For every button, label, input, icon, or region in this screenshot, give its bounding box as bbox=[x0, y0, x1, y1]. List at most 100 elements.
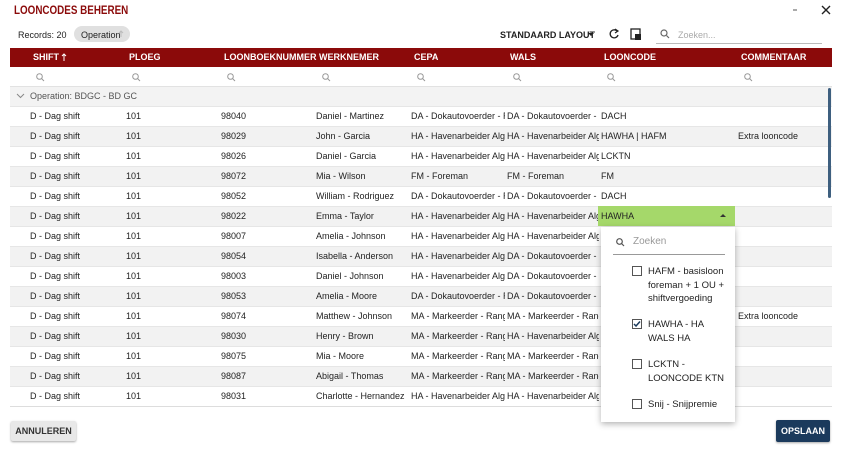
table-cell: MA - Markeerder - Rang A bbox=[507, 351, 599, 361]
table-cell: DA - Dokautovoerder - Ra... bbox=[507, 271, 599, 281]
option-checkbox[interactable] bbox=[632, 399, 642, 409]
group-chip[interactable] bbox=[74, 26, 130, 42]
group-label: Operation: BDGC - BD GC bbox=[30, 91, 138, 101]
table-cell: Emma - Taylor bbox=[316, 211, 374, 221]
table-cell: Charlotte - Hernandez bbox=[316, 391, 405, 401]
column-header[interactable]: PLOEG bbox=[129, 52, 161, 62]
table-row[interactable] bbox=[10, 146, 832, 166]
table-cell: 98007 bbox=[221, 231, 247, 241]
table-cell: HA - Havenarbeider Alge... bbox=[411, 131, 505, 141]
table-row[interactable] bbox=[10, 106, 832, 126]
close-icon[interactable] bbox=[821, 5, 831, 15]
table-cell: 98072 bbox=[221, 171, 247, 181]
dropdown-search[interactable]: Zoeken bbox=[633, 236, 667, 247]
dropdown-option[interactable]: HAWHA - HA WALS HA bbox=[648, 319, 704, 344]
save-button[interactable]: OPSLAAN bbox=[776, 420, 830, 442]
dropdown-option[interactable]: LCKTN - LOONCODE KTN bbox=[648, 359, 725, 384]
filter-icon bbox=[744, 73, 753, 82]
table-cell: 98087 bbox=[221, 371, 247, 381]
editing-cell[interactable] bbox=[598, 206, 735, 226]
column-header[interactable]: COMMENTAAR bbox=[741, 52, 807, 62]
minimize-icon[interactable] bbox=[790, 9, 800, 13]
dropdown-search-underline bbox=[613, 254, 725, 255]
table-cell: Henry - Brown bbox=[316, 331, 374, 341]
table-cell: Extra looncode bbox=[738, 311, 799, 321]
table-cell: HA - Havenarbeider Alge... bbox=[411, 271, 505, 281]
filter-icon bbox=[132, 73, 141, 82]
table-cell: HA - Havenarbeider Alge... bbox=[507, 131, 599, 141]
table-cell: DA - Dokautovoerder - Ra... bbox=[411, 291, 505, 301]
table-cell: 101 bbox=[126, 191, 142, 201]
option-checkbox[interactable] bbox=[632, 359, 642, 369]
table-cell: D - Dag shift bbox=[30, 191, 81, 201]
dropdown-option[interactable]: HAFM - basisloon foreman + 1 OU + shiftv… bbox=[648, 266, 725, 304]
table-cell: MA - Markeerder - Rang A bbox=[507, 371, 599, 381]
filter-icon bbox=[227, 73, 236, 82]
table-cell: DA - Dokautovoerder - Ra... bbox=[411, 111, 505, 121]
table-cell: HA - Havenarbeider Alge... bbox=[411, 391, 505, 401]
table-cell: LCKTN bbox=[601, 151, 631, 161]
table-cell: Abigail - Thomas bbox=[316, 371, 384, 381]
column-header[interactable]: WERKNEMER bbox=[319, 52, 379, 62]
table-cell: MA - Markeerder - Rang A bbox=[411, 331, 505, 341]
option-checkbox[interactable] bbox=[632, 319, 642, 329]
table-cell: DA - Dokautovoerder - Ra... bbox=[507, 251, 599, 261]
layout-selector[interactable]: STANDAARD LAYOUT bbox=[500, 30, 596, 40]
table-cell: 101 bbox=[126, 271, 142, 281]
table-cell: 101 bbox=[126, 171, 142, 181]
table-cell: 98030 bbox=[221, 331, 247, 341]
table-cell: D - Dag shift bbox=[30, 291, 81, 301]
column-filter[interactable] bbox=[599, 67, 730, 86]
table-cell: Daniel - Martinez bbox=[316, 111, 385, 121]
column-header[interactable]: LOONCODE bbox=[604, 52, 657, 62]
table-cell: 101 bbox=[126, 311, 142, 321]
cancel-button[interactable]: ANNULEREN bbox=[11, 421, 76, 441]
table-cell: HAWHA bbox=[601, 211, 635, 221]
table-cell: HA - Havenarbeider Alge... bbox=[411, 251, 505, 261]
table-cell: 101 bbox=[126, 131, 142, 141]
table-cell: FM - Foreman bbox=[411, 171, 469, 181]
grid bbox=[10, 48, 832, 407]
group-collapse-icon[interactable] bbox=[16, 93, 25, 99]
filter-icon bbox=[36, 73, 45, 82]
table-cell: HA - Havenarbeider Alge... bbox=[507, 151, 599, 161]
table-cell: D - Dag shift bbox=[30, 311, 81, 321]
table-cell: HA - Havenarbeider Alge... bbox=[507, 211, 599, 221]
option-checkbox[interactable] bbox=[632, 266, 642, 276]
table-row[interactable] bbox=[10, 166, 832, 186]
table-cell: 101 bbox=[126, 291, 142, 301]
sort-asc-icon bbox=[61, 53, 67, 61]
table-cell: HAWHA | HAFM bbox=[601, 131, 667, 141]
dropdown-panel bbox=[601, 227, 735, 422]
table-row[interactable] bbox=[10, 186, 832, 206]
filter-icon bbox=[417, 73, 426, 82]
table-cell: DACH bbox=[601, 111, 627, 121]
records-count: Records: 20 bbox=[18, 30, 67, 40]
table-cell: DACH bbox=[601, 191, 627, 201]
table-cell: 98022 bbox=[221, 211, 247, 221]
layout-save-icon[interactable] bbox=[630, 28, 642, 40]
column-header[interactable]: SHIFT bbox=[33, 52, 59, 62]
table-cell: HA - Havenarbeider Alge... bbox=[411, 231, 505, 241]
search-input[interactable]: Zoeken... bbox=[678, 30, 716, 40]
table-cell: D - Dag shift bbox=[30, 151, 81, 161]
table-cell: Mia - Moore bbox=[316, 351, 365, 361]
table-cell: 101 bbox=[126, 331, 142, 341]
table-cell: FM - Foreman bbox=[507, 171, 565, 181]
table-cell: 98075 bbox=[221, 351, 247, 361]
search-icon bbox=[660, 29, 670, 39]
dropdown-option[interactable]: Snij - Snijpremie bbox=[648, 399, 718, 410]
table-cell: 101 bbox=[126, 371, 142, 381]
column-header[interactable]: WALS bbox=[510, 52, 536, 62]
column-header[interactable]: CEPA bbox=[414, 52, 439, 62]
table-row[interactable] bbox=[10, 126, 832, 146]
table-cell: 98054 bbox=[221, 251, 247, 261]
table-cell: 101 bbox=[126, 251, 142, 261]
table-cell: DA - Dokautovoerder - Ra... bbox=[507, 291, 599, 301]
dialog-title: LOONCODES BEHEREN bbox=[14, 3, 129, 17]
refresh-icon[interactable] bbox=[608, 28, 620, 40]
table-cell: D - Dag shift bbox=[30, 251, 81, 261]
column-header[interactable]: LOONBOEKNUMMER bbox=[224, 52, 317, 62]
table-cell: FM bbox=[601, 171, 614, 181]
table-cell: 101 bbox=[126, 351, 142, 361]
